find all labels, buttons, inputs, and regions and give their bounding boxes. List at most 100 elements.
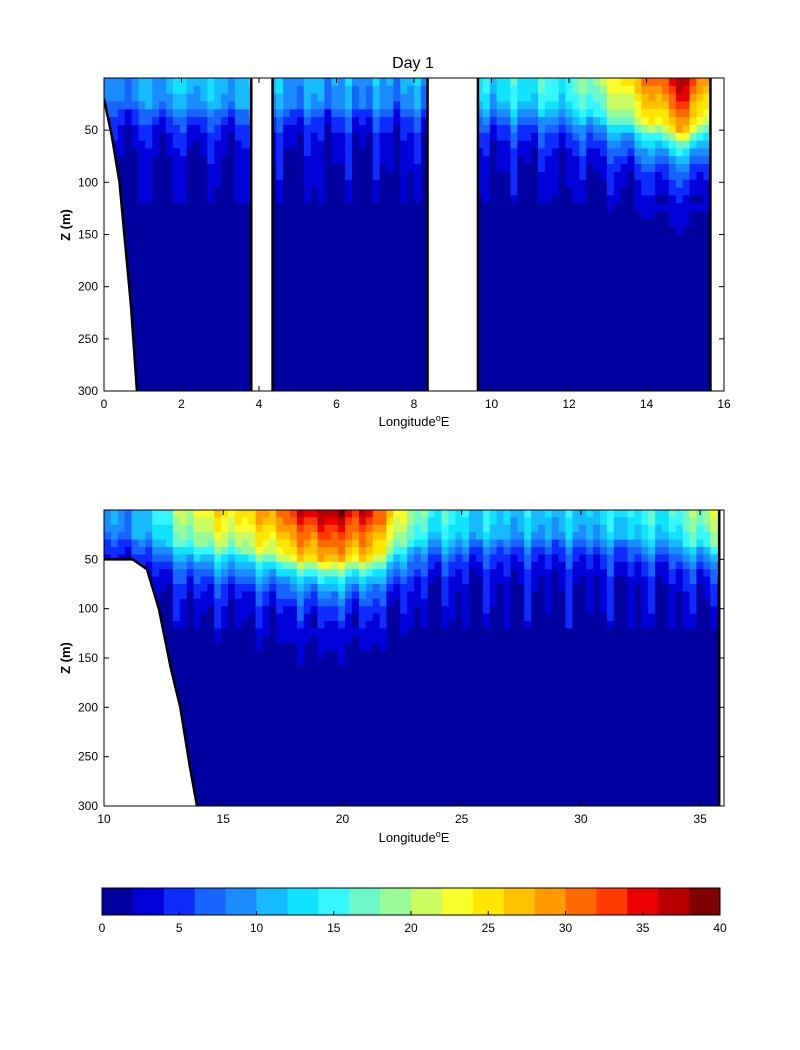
heatmap-cell: [228, 635, 236, 644]
heatmap-cell: [352, 124, 360, 134]
heatmap-cell: [324, 769, 332, 777]
land-gap: [251, 78, 273, 391]
heatmap-cell: [283, 289, 291, 298]
heatmap-cell: [241, 680, 250, 689]
heatmap-cell: [338, 351, 346, 361]
heatmap-cell: [193, 148, 202, 157]
heatmap-cell: [310, 754, 319, 763]
heatmap-cell: [531, 265, 539, 275]
heatmap-cell: [262, 783, 270, 792]
heatmap-cell: [159, 242, 167, 251]
heatmap-cell: [221, 621, 229, 629]
heatmap-cell: [152, 320, 160, 329]
heatmap-cell: [138, 148, 146, 157]
heatmap-cell: [269, 613, 277, 622]
heatmap-cell: [551, 124, 560, 134]
heatmap-cell: [558, 273, 567, 283]
heatmap-cell: [648, 226, 656, 236]
heatmap-cell: [324, 672, 332, 681]
heatmap-cell: [241, 312, 250, 322]
heatmap-cell: [296, 680, 305, 689]
heatmap-cell: [696, 328, 704, 337]
heatmap-cell: [634, 211, 642, 220]
heatmap-cell: [407, 164, 415, 173]
heatmap-cell: [255, 635, 264, 644]
heatmap-cell: [331, 203, 339, 212]
heatmap-cell: [586, 312, 594, 322]
heatmap-cell: [276, 561, 284, 570]
heatmap-cell: [634, 312, 642, 322]
heatmap-cell: [482, 250, 491, 259]
heatmap-cell: [593, 312, 601, 322]
heatmap-cell: [166, 554, 174, 563]
heatmap-cell: [186, 281, 195, 290]
heatmap-cell: [414, 218, 422, 228]
heatmap-cell: [358, 148, 367, 157]
heatmap-cell: [613, 336, 622, 345]
heatmap-cell: [283, 304, 291, 314]
heatmap-cell: [682, 226, 691, 236]
heatmap-cell: [131, 328, 140, 337]
heatmap-cell: [172, 672, 181, 681]
heatmap-cell: [379, 156, 388, 165]
heatmap-cell: [662, 367, 670, 376]
heatmap-cell: [338, 156, 346, 165]
heatmap-cell: [648, 351, 656, 361]
heatmap-cell: [159, 187, 167, 196]
heatmap-cell: [572, 187, 580, 196]
heatmap-cell: [234, 164, 243, 173]
heatmap-cell: [400, 140, 408, 150]
heatmap-cell: [159, 85, 167, 95]
heatmap-cell: [276, 687, 284, 696]
heatmap-cell: [200, 265, 208, 275]
heatmap-cell: [110, 539, 119, 548]
heatmap-cell: [248, 672, 257, 681]
heatmap-cell: [200, 234, 208, 243]
heatmap-cell: [269, 517, 277, 526]
heatmap-cell: [214, 93, 222, 103]
heatmap-cell: [234, 709, 243, 718]
heatmap-cell: [662, 257, 670, 267]
heatmap-cell: [193, 109, 202, 118]
heatmap-cell: [620, 109, 629, 118]
heatmap-cell: [407, 297, 415, 306]
heatmap-cell: [703, 351, 711, 361]
heatmap-cell: [166, 598, 174, 607]
heatmap-cell: [503, 117, 512, 126]
heatmap-cell: [352, 234, 360, 243]
heatmap-cell: [310, 297, 319, 306]
heatmap-cell: [104, 93, 112, 103]
heatmap-cell: [565, 140, 574, 150]
heatmap-cell: [662, 101, 670, 110]
heatmap-cell: [496, 297, 505, 306]
heatmap-cell: [372, 320, 381, 329]
heatmap-cell: [379, 124, 388, 134]
heatmap-cell: [524, 195, 532, 204]
heatmap-cell: [255, 561, 264, 570]
heatmap-cell: [310, 336, 319, 345]
heatmap-cell: [648, 148, 656, 157]
heatmap-cell: [524, 375, 532, 384]
heatmap-cell: [138, 289, 146, 298]
heatmap-cell: [276, 336, 284, 345]
heatmap-cell: [476, 109, 484, 118]
heatmap-cell: [145, 375, 153, 384]
heatmap-cell: [393, 78, 401, 87]
heatmap-cell: [214, 164, 222, 173]
heatmap-cell: [620, 257, 629, 267]
heatmap-cell: [221, 336, 229, 345]
heatmap-cell: [338, 281, 346, 290]
heatmap-cell: [345, 109, 353, 118]
heatmap-cell: [476, 336, 484, 345]
heatmap-cell: [276, 591, 284, 600]
heatmap-cell: [145, 273, 153, 283]
heatmap-cell: [593, 367, 601, 376]
heatmap-cell: [324, 717, 332, 726]
heatmap-cell: [200, 375, 208, 384]
heatmap-cell: [296, 140, 305, 150]
heatmap-cell: [620, 164, 629, 173]
heatmap-cell: [572, 344, 580, 353]
heatmap-cell: [352, 109, 360, 118]
heatmap-cell: [565, 250, 574, 259]
heatmap-cell: [152, 93, 160, 103]
